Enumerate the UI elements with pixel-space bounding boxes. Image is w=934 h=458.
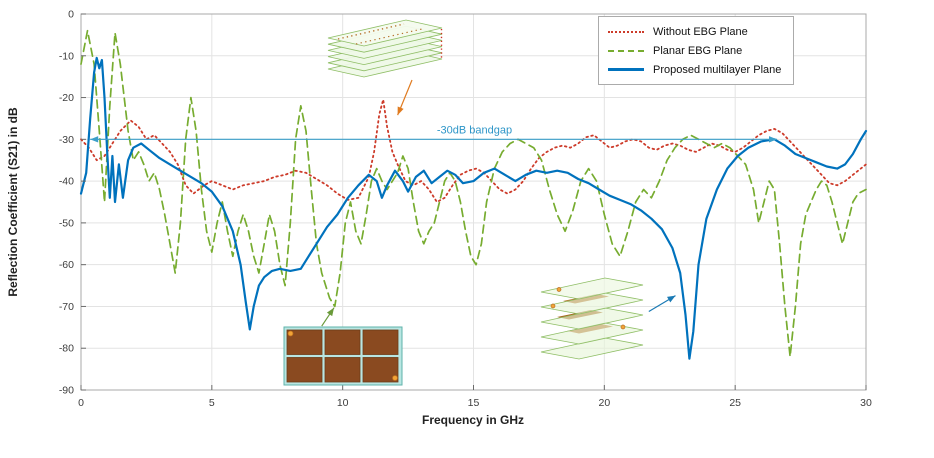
x-axis-label: Frequency in GHz: [422, 413, 524, 427]
svg-text:20: 20: [598, 397, 610, 409]
legend-item-1: Without EBG Plane: [608, 22, 781, 41]
svg-text:10: 10: [337, 397, 349, 409]
svg-text:30: 30: [860, 397, 872, 409]
svg-text:-80: -80: [59, 343, 74, 355]
svg-text:25: 25: [729, 397, 741, 409]
legend-label: Proposed multilayer Plane: [653, 63, 782, 76]
svg-text:-60: -60: [59, 259, 74, 271]
feed-dot: [620, 324, 626, 330]
legend-label: Without EBG Plane: [653, 25, 748, 38]
svg-text:5: 5: [209, 397, 215, 409]
legend: Without EBG Plane Planar EBG Plane Propose…: [598, 16, 795, 85]
planar-stack-inset-graphic: [327, 19, 443, 78]
annotations-layer: -30dB bandgap: [90, 79, 778, 327]
svg-text:-10: -10: [59, 50, 74, 62]
series-lines: [79, 29, 868, 360]
series-line-dashed: [80, 29, 867, 358]
svg-text:15: 15: [468, 397, 480, 409]
svg-text:-40: -40: [59, 176, 74, 188]
axis-ticks: 0 5 10 15 20 25 30 0 -10 -20 -30 -40 -50 -60 -70 -80 -90: [59, 9, 872, 410]
via-dots-row: [355, 28, 423, 45]
svg-text:-50: -50: [59, 217, 74, 229]
ebg-patch-plane-inset-graphic: [283, 326, 403, 386]
svg-text:0: 0: [68, 9, 74, 21]
series-line-dotted: [80, 98, 867, 203]
legend-line-sample: [608, 68, 644, 71]
legend-item-3: Proposed multilayer Plane: [608, 60, 781, 79]
series-line-solid: [79, 56, 868, 360]
feed-dot: [392, 375, 398, 381]
svg-text:0: 0: [78, 397, 84, 409]
y-axis-label: Reflection Coefficient (S21) in dB: [6, 107, 20, 297]
legend-label: Planar EBG Plane: [653, 44, 743, 57]
bandgap-annotation-label: -30dB bandgap: [437, 124, 512, 136]
multilayer-plane-inset-graphic: [540, 277, 644, 360]
feed-dot: [550, 303, 556, 309]
svg-text:-70: -70: [59, 301, 74, 313]
feed-dot: [287, 330, 294, 337]
legend-line-sample: [608, 30, 644, 33]
svg-text:-90: -90: [59, 385, 74, 397]
legend-line-sample: [608, 49, 644, 52]
legend-item-2: Planar EBG Plane: [608, 41, 781, 60]
svg-text:-30: -30: [59, 134, 74, 146]
feed-dot: [556, 287, 562, 292]
svg-text:-20: -20: [59, 92, 74, 104]
